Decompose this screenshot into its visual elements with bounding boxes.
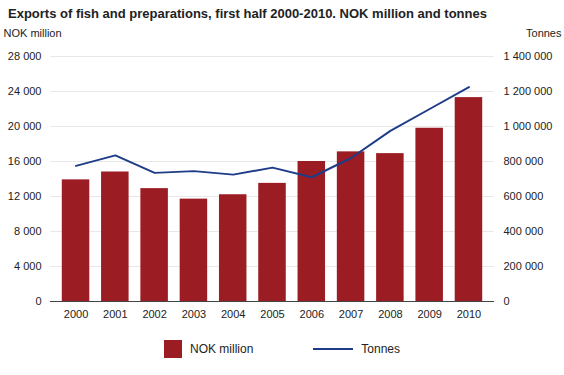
svg-text:0: 0 (504, 295, 510, 307)
svg-text:NOK million: NOK million (4, 27, 62, 39)
svg-text:20 000: 20 000 (8, 120, 42, 132)
svg-text:2007: 2007 (339, 308, 363, 320)
svg-text:400 000: 400 000 (504, 225, 544, 237)
html-text:Tonnes: Tonnes (361, 342, 400, 356)
svg-text:12 000: 12 000 (8, 190, 42, 202)
svg-text:2005: 2005 (260, 308, 284, 320)
svg-text:2006: 2006 (300, 308, 324, 320)
svg-text:600 000: 600 000 (504, 190, 544, 202)
svg-text:8 000: 8 000 (14, 225, 42, 237)
svg-text:2010: 2010 (457, 308, 481, 320)
svg-text:2008: 2008 (378, 308, 402, 320)
html-text:Exports of fish and preparatio: Exports of fish and preparations, first … (8, 6, 487, 21)
svg-text:1 200 000: 1 200 000 (504, 85, 553, 97)
svg-text:200 000: 200 000 (504, 260, 544, 272)
svg-text:2001: 2001 (103, 308, 127, 320)
svg-text:0: 0 (35, 295, 41, 307)
html-text:NOK million: NOK million (190, 342, 254, 356)
svg-text:4 000: 4 000 (14, 260, 42, 272)
svg-text:2000: 2000 (64, 308, 88, 320)
svg-text:800 000: 800 000 (504, 155, 544, 167)
svg-text:28 000: 28 000 (8, 50, 42, 62)
svg-text:Tonnes: Tonnes (526, 27, 562, 39)
svg-text:2003: 2003 (182, 308, 206, 320)
svg-text:24 000: 24 000 (8, 85, 42, 97)
svg-text:1 000 000: 1 000 000 (504, 120, 553, 132)
svg-text:1 400 000: 1 400 000 (504, 50, 553, 62)
svg-text:2009: 2009 (417, 308, 441, 320)
svg-text:16 000: 16 000 (8, 155, 42, 167)
svg-text:2004: 2004 (221, 308, 245, 320)
svg-text:2002: 2002 (142, 308, 166, 320)
